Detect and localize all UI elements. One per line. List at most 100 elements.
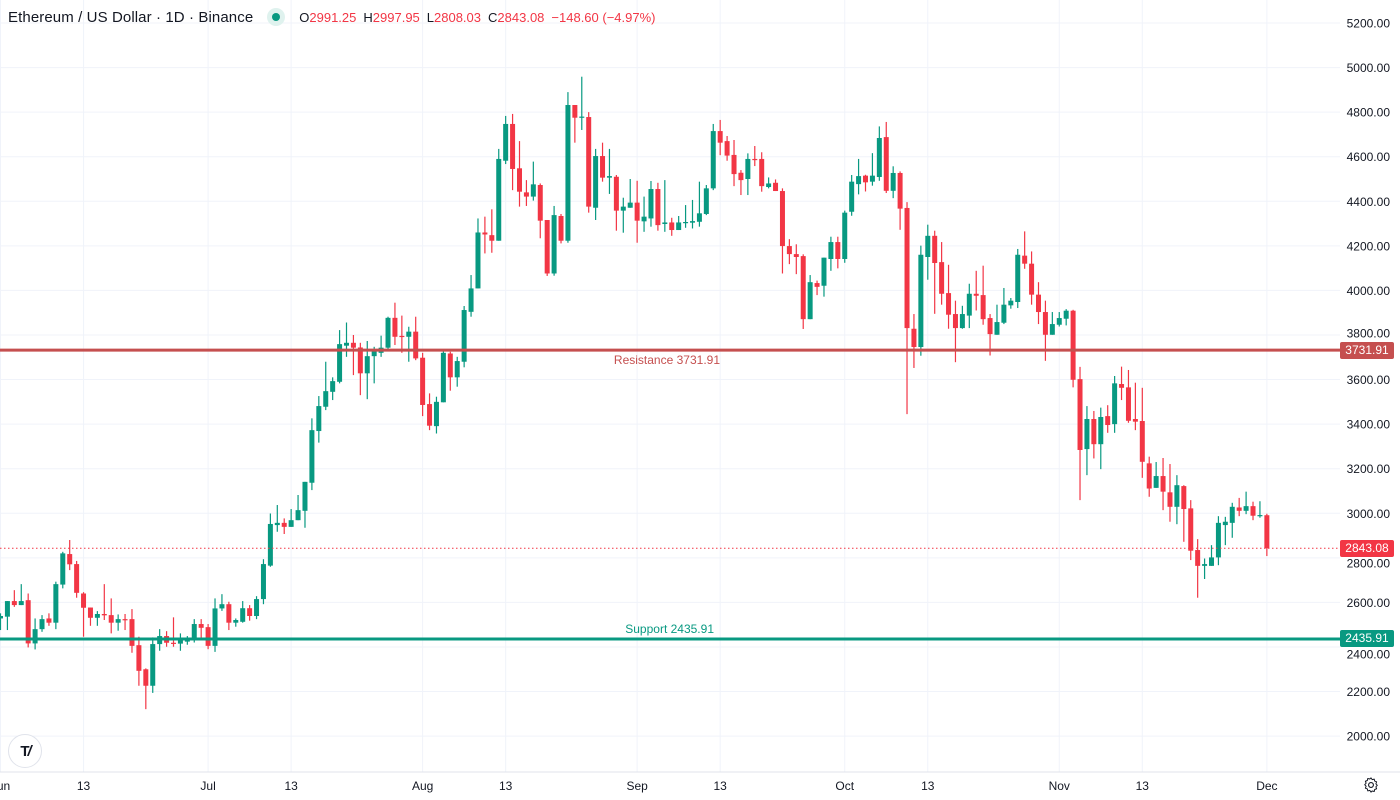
candle-body (842, 212, 848, 259)
candle-body (1105, 416, 1111, 426)
price-axis[interactable]: 2000.00 2200.00 2400.00 2600.00 2800.00 3000.… (1347, 17, 1391, 744)
resistance-label: Resistance 3731.91 (614, 353, 720, 367)
candle (1022, 231, 1028, 269)
candle (1181, 485, 1187, 542)
candle (205, 624, 211, 650)
candle (849, 174, 855, 216)
candle-body (863, 175, 868, 183)
candle (1056, 312, 1062, 327)
candle (392, 302, 398, 346)
candle-body (1022, 255, 1028, 264)
candle-body (67, 554, 73, 565)
candle (281, 518, 287, 534)
candle-body (807, 282, 813, 320)
candle-body (385, 317, 391, 348)
candle-body (932, 235, 938, 264)
candle (101, 584, 107, 621)
candle-body (835, 242, 841, 259)
candle-body (1188, 508, 1194, 551)
candle (1091, 410, 1097, 459)
candle-body (613, 176, 619, 211)
time-axis[interactable]: Jun 13 Jul 13 Aug 13 Sep 13 Oct 13 Nov 13 Dec (0, 779, 1278, 793)
candle (1015, 248, 1021, 309)
candle (779, 188, 785, 274)
tradingview-logo-icon[interactable]: T / (8, 734, 42, 768)
candle-body (738, 172, 744, 181)
candle (579, 76, 585, 130)
candle (171, 617, 176, 647)
candle (247, 605, 253, 621)
candle-body (101, 613, 107, 616)
candle-body (987, 318, 993, 335)
candle (1209, 545, 1214, 566)
candle-body (219, 604, 225, 609)
candle-body (1250, 506, 1256, 516)
price-tick-label: 4600.00 (1347, 150, 1391, 164)
candle-body (357, 347, 363, 374)
candle-body (427, 404, 433, 426)
candle (572, 105, 578, 143)
candle (925, 224, 931, 280)
price-tick-label: 4200.00 (1347, 239, 1391, 253)
candle (565, 92, 571, 243)
candle (475, 218, 481, 289)
price-tick-label: 3200.00 (1347, 462, 1391, 476)
candle-body (11, 601, 17, 606)
candle (1070, 309, 1076, 388)
candle (613, 174, 619, 231)
candle (1257, 501, 1263, 518)
candle-body (959, 314, 965, 329)
candle (316, 396, 322, 443)
candle (1229, 502, 1235, 538)
time-tick-label: 13 (714, 779, 728, 793)
candle (1001, 287, 1007, 325)
candle (1125, 369, 1131, 423)
candle (558, 213, 564, 244)
time-tick-label: Jun (0, 779, 10, 793)
close-label: C (488, 9, 498, 25)
candle (302, 481, 308, 528)
candle-body (254, 599, 260, 617)
candle (427, 393, 433, 431)
candle-body (786, 246, 792, 255)
candle (468, 275, 474, 317)
last-price-badge: 2843.08 (1340, 539, 1394, 557)
time-tick-label: Sep (626, 779, 648, 793)
price-tick-label: 4400.00 (1347, 195, 1391, 209)
candle-body (0, 616, 3, 619)
support-price-badge: 2435.91 (1340, 630, 1394, 648)
candle (655, 182, 661, 231)
candle (433, 396, 439, 434)
candle-body (586, 117, 592, 207)
candle (766, 177, 772, 189)
gear-icon[interactable] (1362, 776, 1380, 794)
candle-body (939, 262, 945, 294)
candle-body (890, 172, 896, 191)
candle-body (440, 352, 446, 403)
candle (94, 611, 100, 626)
price-tick-label: 2400.00 (1347, 647, 1391, 661)
candle-body (1202, 564, 1208, 566)
time-tick-label: 13 (921, 779, 935, 793)
candle-body (1029, 263, 1035, 295)
candle-body (281, 522, 287, 527)
candle-body (745, 158, 751, 179)
candle-body (1215, 522, 1221, 558)
time-tick-label: 13 (284, 779, 298, 793)
symbol-title[interactable]: Ethereum / US Dollar · 1D · Binance (8, 8, 254, 26)
candle (11, 590, 17, 607)
candle (606, 148, 612, 194)
candle-body (205, 627, 211, 646)
candle-body (344, 342, 349, 346)
candle-body (94, 613, 100, 618)
candle (1098, 407, 1104, 470)
candle (696, 181, 702, 227)
candle-body (115, 619, 121, 623)
close-value: 2843.08 (497, 9, 545, 25)
candle-body (551, 215, 557, 274)
candle-body (517, 168, 522, 192)
support-label: Support 2435.91 (625, 622, 714, 636)
candle-body (32, 629, 38, 644)
candle (690, 199, 695, 229)
